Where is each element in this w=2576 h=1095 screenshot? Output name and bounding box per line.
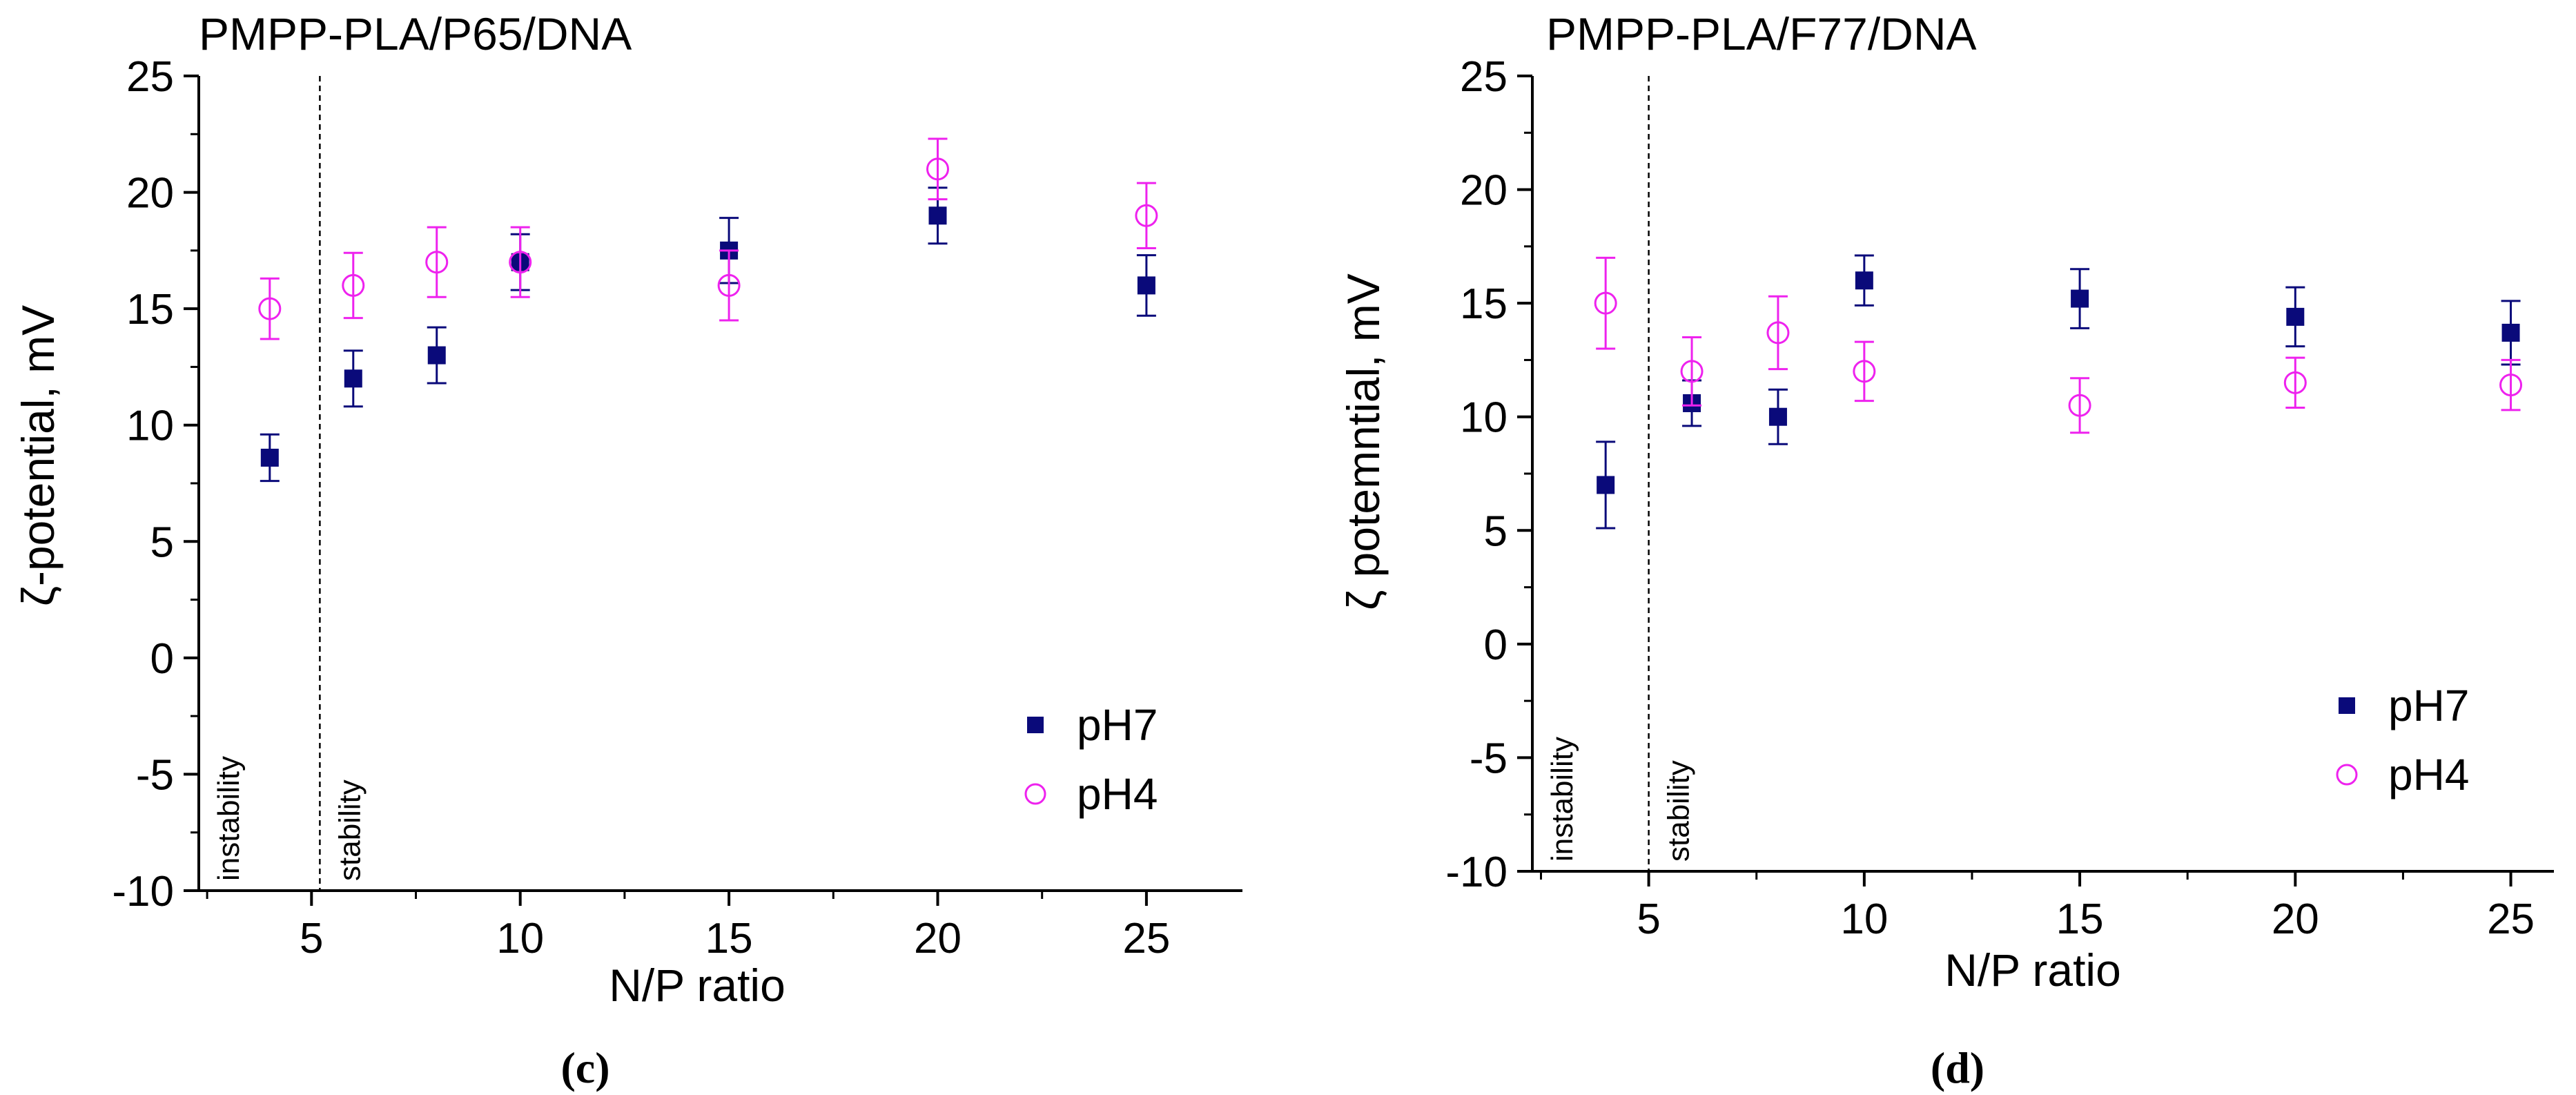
legend-label-ph4: pH4: [2388, 750, 2469, 800]
point-ph4: [2283, 371, 2307, 394]
x-axis-label: N/P ratio: [1944, 944, 2121, 996]
y-tick-label: 25: [126, 53, 174, 101]
point-ph4: [2499, 374, 2523, 397]
region-label-instability: instability: [1545, 737, 1579, 862]
y-tick-label: 20: [1460, 167, 1507, 215]
region-label-stability: stability: [1662, 760, 1696, 862]
legend-marker-ph4: [1024, 783, 1046, 805]
point-ph4: [1766, 321, 1790, 345]
point-ph4: [509, 251, 532, 274]
x-tick-label: 25: [1122, 915, 1170, 962]
point-ph7: [260, 448, 279, 467]
legend-label-ph7: pH7: [1077, 700, 1158, 750]
region-label-stability: stability: [333, 779, 367, 881]
y-tick-label: 0: [1484, 621, 1507, 669]
point-ph4: [2068, 394, 2091, 417]
y-tick-label: -10: [112, 868, 174, 915]
point-ph7: [1855, 271, 1873, 290]
point-ph4: [1135, 204, 1158, 227]
point-ph7: [928, 206, 947, 225]
y-tick-label: 15: [126, 286, 174, 333]
point-ph4: [717, 273, 741, 297]
x-tick-label: 10: [1840, 895, 1888, 943]
panel-label: (c): [560, 1043, 609, 1092]
point-ph7: [2286, 307, 2305, 326]
point-ph4: [342, 273, 365, 297]
x-tick-label: 15: [705, 915, 753, 962]
x-tick-label: 20: [914, 915, 962, 962]
y-tick-label: 5: [150, 519, 174, 566]
point-ph7: [427, 346, 446, 365]
legend-label-ph7: pH7: [2388, 681, 2469, 730]
chart-title: PMPP-PLA/P65/DNA: [199, 8, 632, 59]
x-axis-label: N/P ratio: [609, 960, 786, 1011]
y-tick-label: 10: [1460, 394, 1507, 442]
y-tick-label: 25: [1460, 53, 1507, 101]
point-ph4: [258, 297, 282, 320]
panel-label: (d): [1931, 1043, 1984, 1092]
y-tick-label: 15: [1460, 280, 1507, 328]
legend-marker-ph4: [2336, 764, 2358, 786]
x-tick-label: 10: [496, 915, 544, 962]
point-ph7: [1768, 407, 1787, 426]
point-ph7: [1597, 476, 1615, 494]
x-tick-label: 20: [2272, 895, 2319, 943]
x-tick-label: 15: [2056, 895, 2104, 943]
point-ph4: [1594, 291, 1617, 315]
point-ph7: [1137, 276, 1155, 295]
point-ph7: [2071, 289, 2089, 308]
point-ph7: [344, 369, 362, 388]
y-tick-label: 5: [1484, 507, 1507, 555]
y-axis-label: ζ-potential, mV: [12, 305, 64, 606]
x-tick-label: 25: [2487, 895, 2535, 943]
x-tick-label: 5: [300, 915, 323, 962]
y-axis-label: ζ potemntial, mV: [1338, 273, 1389, 610]
y-tick-label: -5: [136, 751, 174, 799]
region-label-instability: instability: [212, 756, 246, 881]
y-tick-label: -10: [1445, 849, 1507, 896]
chart-title: PMPP-PLA/F77/DNA: [1546, 8, 1977, 59]
legend-label-ph4: pH4: [1077, 769, 1158, 819]
y-tick-label: -5: [1470, 735, 1507, 782]
legend-marker-ph7: [2339, 697, 2355, 714]
point-ph4: [425, 251, 449, 274]
point-ph4: [1853, 360, 1876, 383]
y-tick-label: 10: [126, 403, 174, 450]
point-ph7: [2501, 323, 2520, 342]
legend-marker-ph7: [1027, 717, 1044, 733]
point-ph4: [926, 157, 949, 181]
point-ph4: [1680, 360, 1704, 383]
y-tick-label: 0: [150, 635, 174, 683]
y-tick-label: 20: [126, 170, 174, 217]
x-tick-label: 5: [1637, 895, 1660, 943]
